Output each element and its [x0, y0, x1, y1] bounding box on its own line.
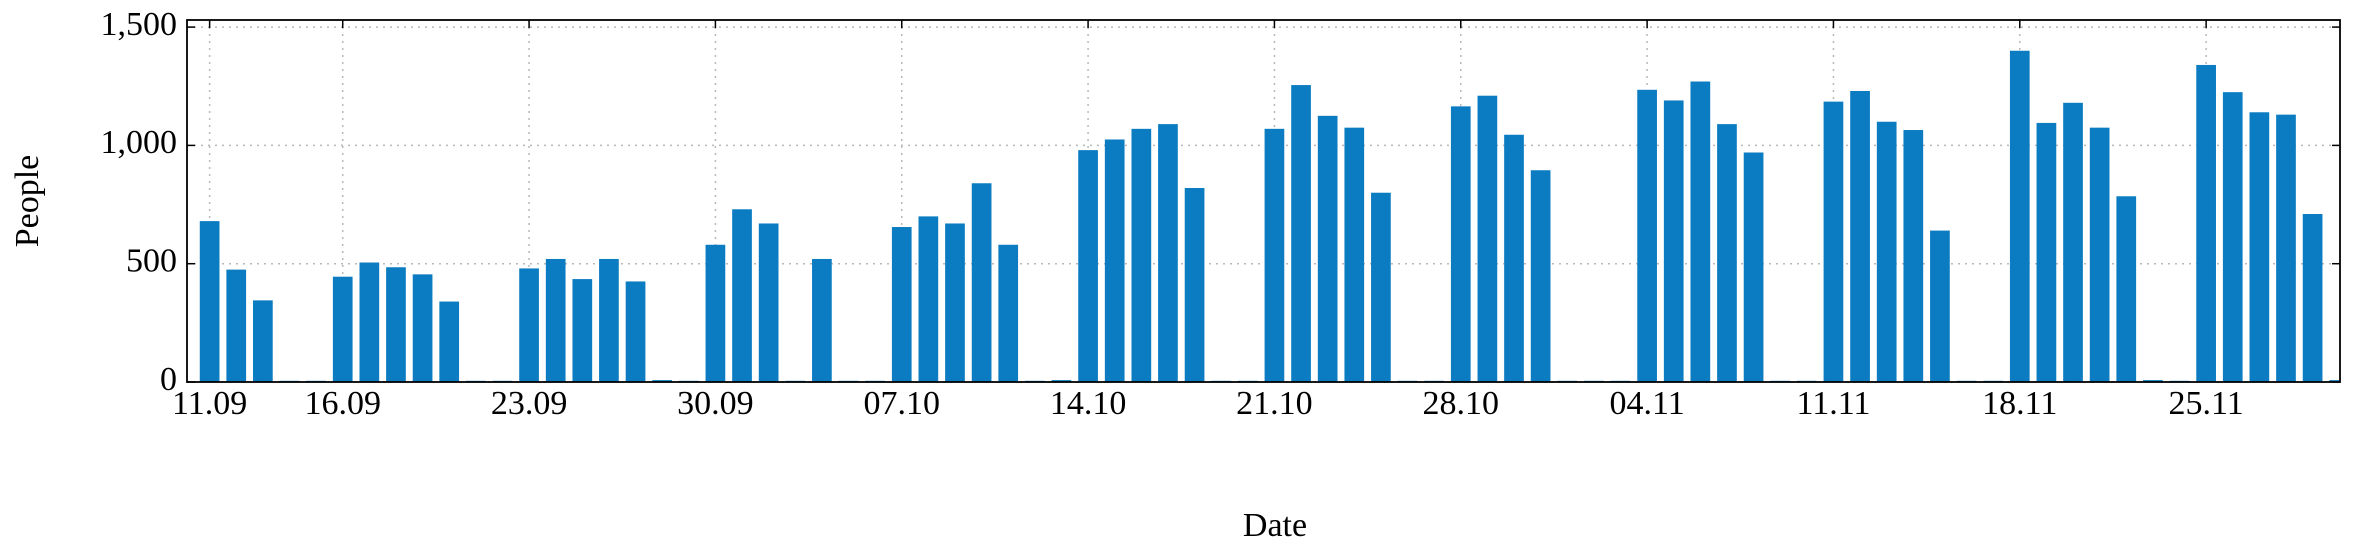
- bar: [945, 223, 965, 382]
- x-tick-label: 16.09: [304, 385, 381, 422]
- bar: [572, 279, 593, 382]
- bar: [2089, 127, 2110, 382]
- y-axis-label: People: [9, 155, 46, 248]
- bar: [1504, 134, 1524, 382]
- bar: [2143, 380, 2163, 382]
- bar: [1743, 152, 1764, 382]
- bar: [253, 300, 273, 382]
- x-tick-label: 11.11: [1796, 385, 1870, 422]
- bar: [1823, 101, 1844, 382]
- bar: [1530, 170, 1551, 382]
- x-tick-label: 04.11: [1609, 385, 1684, 422]
- y-tick-label: 0: [160, 361, 177, 398]
- bar: [1184, 187, 1205, 382]
- x-tick-label: 28.10: [1423, 385, 1500, 422]
- x-tick-label: 11.09: [172, 385, 247, 422]
- bar: [545, 258, 566, 382]
- x-axis-label: Date: [1243, 507, 1307, 544]
- bar: [1850, 90, 1870, 382]
- bar: [2009, 50, 2030, 382]
- bar: [1450, 106, 1471, 382]
- bar: [732, 209, 752, 382]
- bar: [332, 276, 353, 382]
- bar: [1663, 100, 1684, 382]
- x-tick-label: 18.11: [1982, 385, 2057, 422]
- bar: [1903, 130, 1924, 382]
- bar: [2036, 122, 2057, 382]
- bar: [599, 258, 619, 382]
- bar: [891, 227, 912, 382]
- y-tick-label: 500: [126, 242, 177, 279]
- bar: [1051, 380, 1072, 382]
- bar: [1637, 89, 1657, 382]
- bar: [971, 183, 992, 382]
- bar: [918, 216, 939, 382]
- x-tick-label: 23.09: [491, 385, 568, 422]
- plot-frame: [186, 19, 2341, 383]
- bar: [1291, 85, 1311, 382]
- bar: [625, 281, 646, 382]
- bar: [2196, 64, 2216, 382]
- bar: [652, 380, 673, 382]
- bar: [1690, 81, 1711, 382]
- y-tick-label: 1,000: [101, 124, 178, 161]
- bar: [1131, 128, 1152, 382]
- bar: [1158, 124, 1178, 382]
- bar: [2276, 114, 2296, 382]
- bar: [199, 221, 220, 382]
- bar: [386, 267, 406, 382]
- bar: [1477, 95, 1498, 382]
- x-tick-label: 30.09: [677, 385, 754, 422]
- x-tick-label: 21.10: [1236, 385, 1313, 422]
- bar: [412, 274, 433, 382]
- bar: [1344, 127, 1365, 382]
- bar: [758, 223, 779, 382]
- bar: [1371, 192, 1391, 382]
- x-tick-label: 07.10: [863, 385, 940, 422]
- bar: [1930, 230, 1950, 382]
- bar: [1717, 124, 1737, 382]
- bar: [226, 269, 247, 382]
- bar: [1078, 150, 1098, 382]
- bar: [2063, 102, 2083, 382]
- x-tick-label: 14.10: [1050, 385, 1127, 422]
- bar: [1264, 128, 1285, 382]
- bar: [2116, 196, 2137, 382]
- bar: [519, 268, 539, 382]
- bar: [2249, 112, 2270, 382]
- bar: [1317, 115, 1338, 382]
- y-tick-label: 1,500: [101, 6, 178, 43]
- bar: [705, 244, 726, 382]
- bar: [2302, 214, 2323, 382]
- bar: [812, 258, 832, 382]
- x-tick-label: 25.11: [2169, 385, 2244, 422]
- bar: [1876, 121, 1897, 382]
- bar: [2222, 92, 2243, 382]
- bar: [439, 301, 460, 382]
- bar: [1104, 139, 1125, 382]
- bar: [359, 262, 380, 382]
- bar: [998, 244, 1019, 382]
- bar: [2329, 380, 2340, 382]
